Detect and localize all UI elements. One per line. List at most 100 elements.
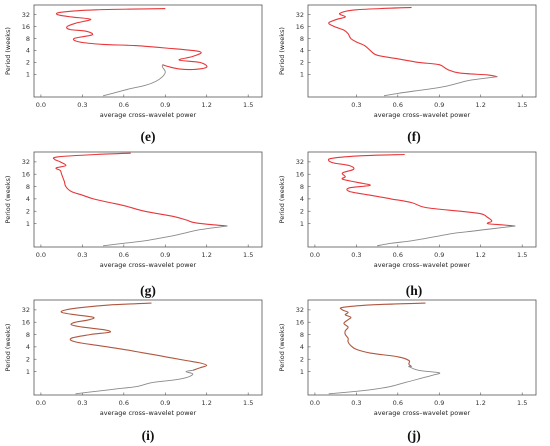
y-tick-label: 1	[26, 368, 30, 376]
x-axis-label: average cross–wavelet power	[374, 261, 471, 269]
chart-panel-3: 0.0 0.3 0.6 0.9 1.2 1.5 1 2 4 8 16 32 average cross–…	[4, 151, 263, 298]
y-tick-label: 8	[300, 35, 304, 43]
chart-panel-2: 0.3 0.6 0.9 1.2 1.5 1 2 4 8 16 32 average cross–wav…	[278, 4, 537, 144]
series-line-2	[75, 369, 194, 395]
y-tick-label: 2	[300, 356, 304, 364]
x-tick-label: 0.0	[310, 399, 320, 407]
plot-frame	[33, 4, 263, 98]
chart-panel-5: 0.0 0.3 0.6 0.9 1.2 1.5 1 2 4 8 16 32 average cross–…	[4, 299, 263, 443]
panel-label: (h)	[406, 283, 423, 298]
x-tick-label: 0.6	[119, 101, 129, 109]
x-tick-label: 0.3	[351, 101, 361, 109]
x-tick-label: 0.0	[310, 251, 320, 259]
x-tick-label: 1.5	[517, 101, 527, 109]
x-tick-label: 0.6	[393, 251, 403, 259]
y-tick-label: 16	[296, 23, 304, 31]
x-tick-label: 0.9	[434, 399, 444, 407]
x-axis-label: average cross–wavelet power	[374, 409, 471, 417]
panel-label: (e)	[141, 129, 156, 144]
series-line-1	[52, 152, 228, 227]
panel-label: (i)	[142, 428, 155, 443]
y-tick-label: 32	[296, 306, 304, 314]
y-tick-label: 32	[22, 11, 30, 19]
y-axis-label: Period (weeks)	[4, 176, 12, 224]
y-tick-label: 1	[300, 71, 304, 79]
plot-frame	[307, 299, 537, 396]
series-line-2	[377, 225, 516, 247]
y-tick-label: 2	[26, 59, 30, 67]
y-tick-label: 8	[26, 35, 30, 43]
y-tick-label: 1	[300, 220, 304, 228]
x-tick-label: 1.2	[476, 101, 486, 109]
x-tick-label: 0.0	[36, 399, 46, 407]
y-tick-label: 8	[26, 183, 30, 191]
y-tick-label: 1	[26, 71, 30, 79]
y-tick-label: 32	[22, 306, 30, 314]
chart-panel-1: 0.0 0.3 0.6 0.9 1.2 1.5 1 2 4 8 16 32 average cross–…	[4, 4, 263, 144]
series-line-1	[328, 6, 498, 78]
y-tick-label: 8	[26, 331, 30, 339]
y-tick-label: 8	[300, 183, 304, 191]
y-tick-label: 4	[26, 343, 30, 351]
y-tick-label: 4	[300, 343, 304, 351]
y-tick-label: 4	[26, 195, 30, 203]
y-axis-label: Period (weeks)	[278, 176, 286, 224]
series-line-1	[55, 8, 208, 71]
y-axis-label: Period (weeks)	[4, 324, 12, 372]
series-line-2	[383, 76, 498, 97]
x-tick-label: 0.9	[434, 101, 444, 109]
x-tick-label: 1.5	[243, 251, 253, 259]
y-tick-label: 16	[22, 319, 30, 327]
x-tick-label: 1.2	[202, 399, 212, 407]
x-tick-label: 1.2	[476, 251, 486, 259]
x-tick-label: 0.9	[160, 251, 170, 259]
y-tick-label: 4	[300, 47, 304, 55]
y-tick-label: 2	[26, 208, 30, 216]
y-axis-label: Period (weeks)	[278, 27, 286, 75]
y-tick-label: 8	[300, 331, 304, 339]
panel-label: (j)	[407, 428, 421, 443]
y-tick-label: 1	[300, 368, 304, 376]
y-tick-label: 16	[296, 319, 304, 327]
y-tick-label: 1	[26, 220, 30, 228]
y-axis-label: Period (weeks)	[278, 324, 286, 372]
y-tick-label: 2	[300, 208, 304, 216]
x-tick-label: 0.3	[351, 251, 361, 259]
x-tick-label: 0.3	[77, 399, 87, 407]
series-line-1	[327, 153, 516, 227]
panel-label: (g)	[140, 283, 156, 298]
y-tick-label: 4	[26, 47, 30, 55]
x-tick-label: 0.3	[77, 251, 87, 259]
x-tick-label: 0.6	[393, 399, 403, 407]
panel-label: (f)	[407, 129, 421, 144]
plot-frame	[307, 4, 537, 98]
x-tick-label: 1.2	[202, 251, 212, 259]
y-tick-label: 16	[22, 171, 30, 179]
x-tick-label: 1.5	[517, 399, 527, 407]
x-tick-label: 0.3	[77, 101, 87, 109]
chart-panel-6: 0.0 0.3 0.6 0.9 1.2 1.5 1 2 4 8 16 32 average cross–…	[278, 299, 537, 443]
x-tick-label: 0.0	[36, 101, 46, 109]
x-axis-label: average cross–wavelet power	[100, 409, 197, 417]
y-tick-label: 32	[296, 158, 304, 166]
y-tick-label: 32	[296, 11, 304, 19]
x-tick-label: 1.2	[202, 101, 212, 109]
y-tick-label: 32	[22, 158, 30, 166]
series-line-2	[328, 365, 441, 395]
x-tick-label: 0.0	[36, 251, 46, 259]
chart-panel-4: 0.0 0.3 0.6 0.9 1.2 1.5 1 2 4 8 16 32 average cross–…	[278, 151, 537, 298]
x-tick-label: 1.5	[243, 399, 253, 407]
x-tick-label: 0.9	[160, 101, 170, 109]
x-axis-label: average cross–wavelet power	[100, 111, 197, 119]
plot-frame	[33, 151, 263, 248]
x-tick-label: 0.3	[351, 399, 361, 407]
series-line-2	[102, 64, 166, 97]
x-axis-label: average cross–wavelet power	[100, 261, 197, 269]
y-axis-label: Period (weeks)	[4, 27, 12, 75]
y-tick-label: 2	[26, 356, 30, 364]
y-tick-label: 16	[22, 23, 30, 31]
y-tick-label: 2	[300, 59, 304, 67]
plot-frame	[307, 151, 537, 248]
